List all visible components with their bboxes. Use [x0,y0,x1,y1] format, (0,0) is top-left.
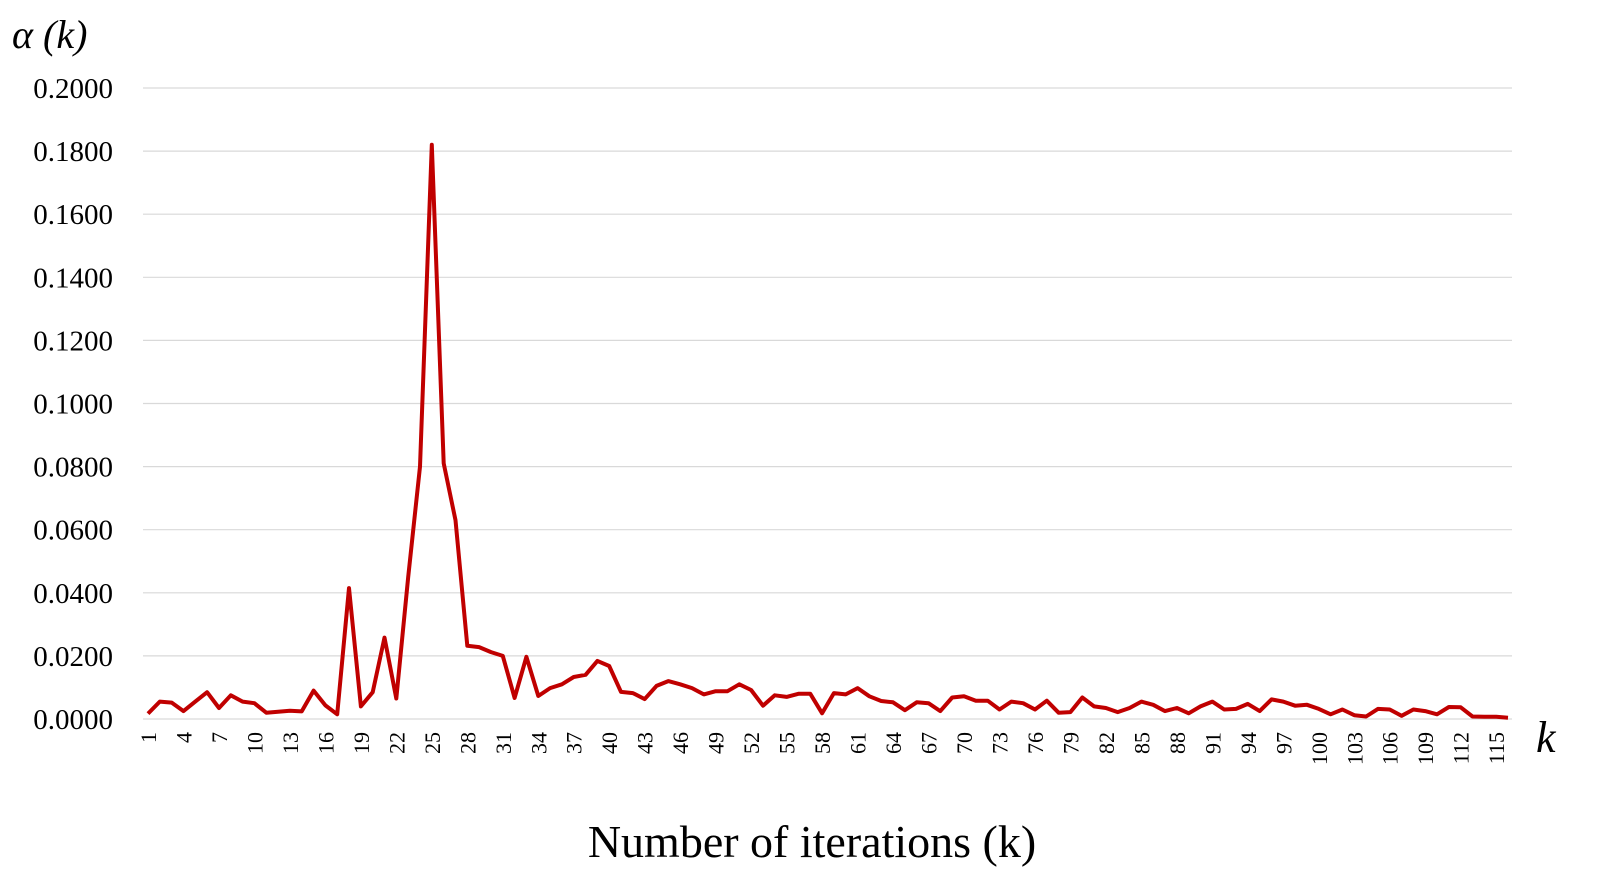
x-tick-label: 91 [1200,732,1225,754]
x-tick-label: 31 [491,732,516,754]
y-tick-label: 0.1800 [33,136,113,168]
x-tick-label: 37 [562,732,587,754]
x-tick-label: 19 [349,732,374,754]
x-tick-label: 58 [810,732,835,754]
x-tick-label: 97 [1271,732,1296,754]
x-tick-label: 7 [207,732,232,743]
y-tick-labels: 0.0000 0.0200 0.0400 0.0600 0.0800 0.1000 0.12… [33,73,113,736]
x-tick-label: 88 [1165,732,1190,754]
x-tick-label: 112 [1449,732,1474,764]
x-tick-label: 34 [526,732,551,754]
y-tick-label: 0.1200 [33,325,113,357]
x-tick-label: 73 [987,732,1012,754]
x-axis-end-label: k [1536,713,1557,762]
x-tick-label: 49 [704,732,729,754]
x-tick-label: 82 [1094,732,1119,754]
x-tick-label: 28 [455,732,480,754]
x-tick-label: 43 [633,732,658,754]
x-tick-label: 79 [1058,732,1083,754]
x-tick-label: 16 [313,732,338,754]
x-tick-label: 85 [1129,732,1154,754]
x-tick-label: 52 [739,732,764,754]
series-line [146,142,1509,720]
y-tick-label: 0.0200 [33,641,113,673]
x-tick-label: 94 [1236,732,1261,754]
y-tick-label: 0.2000 [33,73,113,105]
y-tick-label: 0.1000 [33,389,113,421]
y-tick-label: 0.0600 [33,515,113,547]
y-axis-label: α (k) [12,12,87,57]
x-tick-label: 109 [1413,732,1438,765]
y-tick-label: 0.1600 [33,199,113,231]
y-tick-label: 0.1400 [33,262,113,294]
x-tick-label: 40 [597,732,622,754]
x-tick-label: 1 [136,732,161,743]
gridlines [143,87,1512,720]
y-tick-label: 0.0800 [33,452,113,484]
x-tick-label: 70 [952,732,977,754]
x-tick-label: 25 [420,732,445,754]
x-tick-label: 100 [1307,732,1332,765]
x-tick-label: 103 [1342,732,1367,765]
y-tick-label: 0.0400 [33,578,113,610]
x-tick-label: 22 [384,732,409,754]
y-tick-label: 0.0000 [33,704,113,736]
x-tick-label: 106 [1378,732,1403,765]
x-tick-label: 10 [242,732,267,754]
x-tick-label: 46 [668,732,693,754]
x-tick-labels: 1 4 7 10 13 16 19 22 25 28 31 34 37 40 43 46 49 52 55 58 61 6… [136,732,1509,765]
x-tick-label: 76 [1023,732,1048,754]
x-tick-label: 115 [1484,732,1509,764]
x-tick-label: 55 [775,732,800,754]
x-tick-label: 64 [881,732,906,754]
x-tick-label: 61 [846,732,871,754]
x-tick-label: 67 [917,732,942,754]
x-tick-label: 13 [278,732,303,754]
x-axis-label: Number of iterations (k) [588,816,1036,867]
x-tick-label: 4 [171,732,196,743]
